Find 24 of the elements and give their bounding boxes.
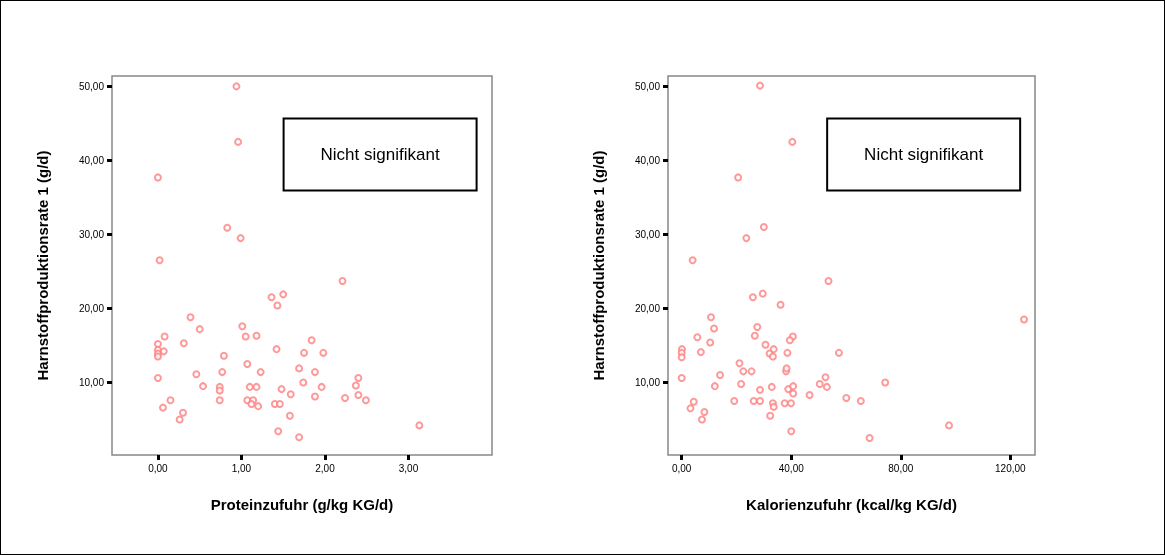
x-tick-label: 80,00	[888, 462, 914, 474]
x-tick-label: 0,00	[671, 462, 692, 474]
x-axis-title: Kalorienzufuhr (kcal/kg KG/d)	[746, 496, 957, 513]
y-tick-label: 10,00	[78, 376, 105, 388]
y-axis-title: Harnstoffproduktionsrate 1 (g/d)	[34, 150, 51, 381]
y-tick-label: 50,00	[78, 80, 105, 92]
x-tick-label: 40,00	[778, 462, 805, 474]
y-tick-label: 20,00	[78, 302, 105, 314]
x-tick-label: 2,00	[315, 462, 336, 474]
y-axis-title: Harnstoffproduktionsrate 1 (g/d)	[590, 150, 607, 381]
y-tick-label: 20,00	[634, 302, 661, 314]
annotation: Nicht signifikant	[320, 145, 440, 164]
y-tick-label: 10,00	[634, 376, 661, 388]
y-tick-label: 50,00	[634, 80, 661, 92]
x-tick-label: 1,00	[231, 462, 252, 474]
x-axis-title: Proteinzufuhr (g/kg KG/d)	[210, 496, 394, 513]
x-tick-label: 0,00	[148, 462, 169, 474]
annotation: Nicht signifikant	[864, 145, 984, 164]
x-tick-label: 3,00	[398, 462, 419, 474]
y-tick-label: 30,00	[78, 228, 105, 240]
y-tick-label: 40,00	[634, 154, 661, 166]
y-tick-label: 40,00	[78, 154, 105, 166]
y-tick-label: 30,00	[634, 228, 661, 240]
x-tick-label: 120,00	[995, 462, 1027, 474]
